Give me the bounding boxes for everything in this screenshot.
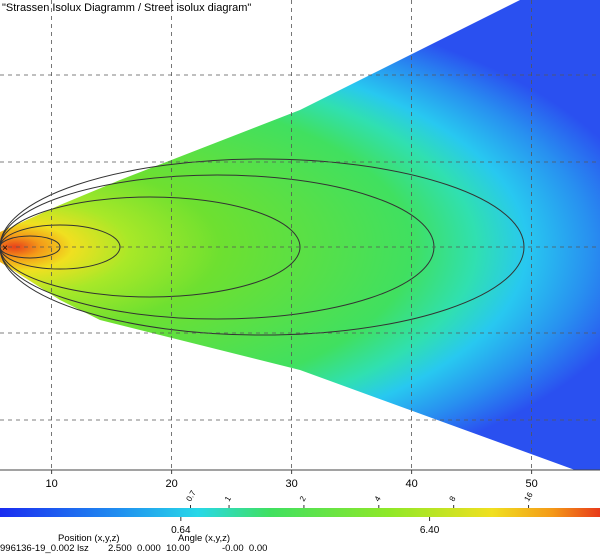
x-tick-label: 40 (405, 478, 417, 490)
x-tick-label: 50 (525, 478, 537, 490)
colorbar-tick-label: 2 (298, 494, 308, 503)
x-tick-label: 20 (165, 478, 177, 490)
colorbar-tick-label: 0.7 (184, 488, 198, 503)
x-tick-label: 10 (45, 478, 57, 490)
colorbar-tick-label: 8 (448, 494, 458, 503)
footer-position-label: Position (x,y,z) (58, 533, 120, 544)
colorbar-marker-label: 0.64 (171, 525, 191, 536)
luminaire-marker: × (2, 243, 8, 254)
colorbar-tick-label: 4 (373, 494, 383, 503)
colorbar-tick-label: 1 (223, 494, 233, 503)
footer-angle-label: Angle (x,y,z) (178, 533, 230, 544)
x-tick-label: 30 (285, 478, 297, 490)
colorbar-marker-label: 6.40 (420, 525, 440, 536)
colorbar (0, 508, 600, 517)
colorbar-tick-label: 16 (522, 490, 535, 503)
footer-position-values: 2.500 0.000 10.00 (108, 543, 190, 554)
chart-title: "Strassen Isolux Diagramm / Street isolu… (2, 2, 251, 14)
footer-file: 996136-19_0.002 lsz (0, 543, 89, 554)
isolux-field (0, 0, 600, 470)
footer-angle-values: -0.00 0.00 (222, 543, 267, 554)
